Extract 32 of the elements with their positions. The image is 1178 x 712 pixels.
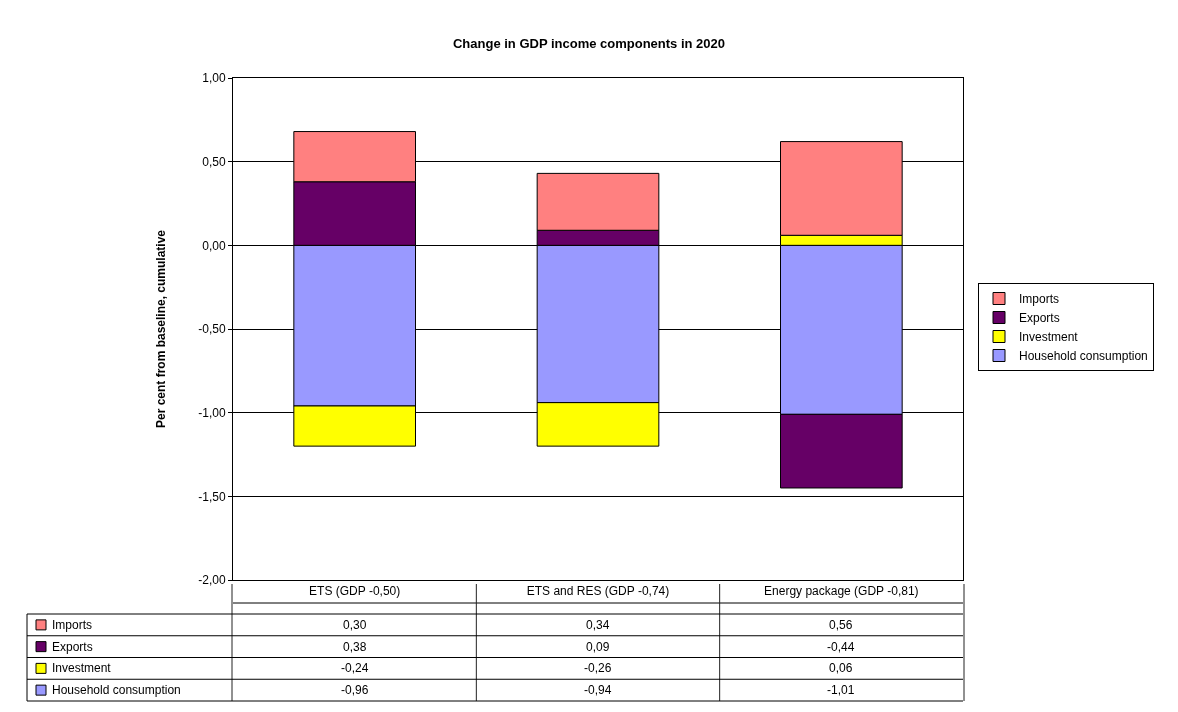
legend-label: Imports bbox=[1019, 292, 1060, 307]
data-label: 0,06 bbox=[829, 661, 853, 675]
text: Imports bbox=[52, 618, 93, 632]
data-label: 0,38 bbox=[343, 640, 367, 654]
y-tick-label: -0,50 bbox=[198, 322, 226, 337]
legend-label: Exports bbox=[1019, 311, 1060, 326]
text: Household consumption bbox=[52, 683, 181, 697]
data-label: -1,01 bbox=[827, 683, 855, 697]
data-label: -0,26 bbox=[584, 661, 612, 675]
chart-title: Change in GDP income components in 2020 bbox=[452, 35, 726, 51]
data-label: -0,94 bbox=[584, 683, 612, 697]
x-tick-label: ETS (GDP -0,50) bbox=[309, 584, 401, 599]
data-label: -0,44 bbox=[827, 640, 855, 654]
x-tick-label: ETS and RES (GDP -0,74) bbox=[526, 584, 670, 599]
data-label: 0,56 bbox=[829, 618, 853, 632]
y-tick-label: -2,00 bbox=[198, 573, 226, 588]
legend-label: Investment bbox=[1019, 330, 1079, 345]
legend-label: Household consumption bbox=[1019, 349, 1148, 364]
data-label: -0,96 bbox=[341, 683, 369, 697]
data-label: 0,34 bbox=[586, 618, 610, 632]
data-label: 0,30 bbox=[343, 618, 367, 632]
text: Exports bbox=[52, 640, 93, 654]
y-tick-label: 1,00 bbox=[202, 71, 226, 86]
data-label: -0,24 bbox=[341, 661, 369, 675]
y-tick-label: 0,50 bbox=[202, 154, 226, 169]
y-tick-label: -1,50 bbox=[198, 489, 226, 504]
y-axis-title: Per cent from baseline, cumulative bbox=[153, 229, 168, 429]
x-tick-label: Energy package (GDP -0,81) bbox=[764, 584, 919, 599]
y-tick-label: 0,00 bbox=[202, 238, 226, 253]
data-label: 0,09 bbox=[586, 640, 610, 654]
text: Investment bbox=[52, 661, 111, 675]
y-tick-label: -1,00 bbox=[198, 405, 226, 420]
